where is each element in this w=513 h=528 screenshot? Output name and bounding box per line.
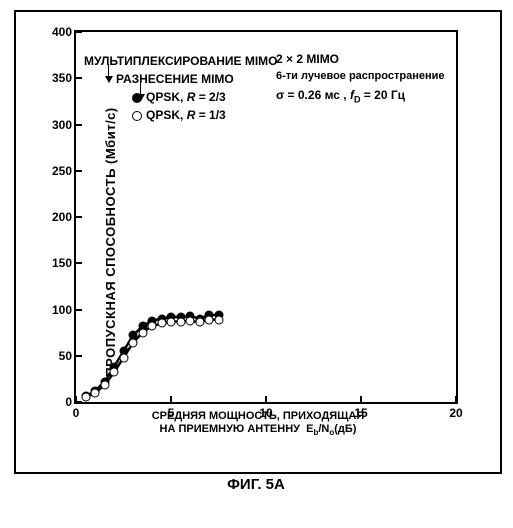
- data-point: [205, 315, 214, 324]
- annotation: РАЗНЕСЕНИЕ МІМО: [116, 72, 234, 86]
- open-circle-icon: [132, 111, 142, 121]
- figure-frame: ПРОПУСКНАЯ СПОСОБНОСТЬ (Мбит/с) 05010015…: [14, 10, 502, 474]
- y-tick-label: 100: [52, 303, 72, 317]
- data-point: [138, 328, 147, 337]
- data-point: [119, 353, 128, 362]
- y-tick-label: 0: [65, 395, 72, 409]
- arrow-down-icon: [140, 82, 141, 100]
- data-point: [186, 316, 195, 325]
- data-point: [157, 319, 166, 328]
- data-point: [81, 393, 90, 402]
- data-point: [214, 315, 223, 324]
- y-tick-label: 400: [52, 25, 72, 39]
- legend-entry: QPSK, R = 2/3: [132, 90, 226, 104]
- data-point: [91, 388, 100, 397]
- annotation: σ = 0.26 мс , fD = 20 Гц: [276, 88, 405, 104]
- y-tick-label: 250: [52, 164, 72, 178]
- legend-entry: QPSK, R = 1/3: [132, 108, 226, 122]
- annotation: МУЛЬТИПЛЕКСИРОВАНИЕ МІМО: [84, 54, 278, 68]
- plot-area: 05010015020025030035040005101520МУЛЬТИПЛ…: [74, 30, 458, 404]
- x-axis-label-line2: НА ПРИЕМНУЮ АНТЕННУ Eb/No(дБ): [16, 423, 500, 439]
- data-point: [148, 322, 157, 331]
- data-point: [176, 317, 185, 326]
- y-tick-label: 300: [52, 118, 72, 132]
- figure-caption: ФИГ. 5А: [14, 476, 498, 528]
- y-tick-label: 350: [52, 71, 72, 85]
- arrow-down-icon: [108, 64, 109, 82]
- data-point: [100, 381, 109, 390]
- legend-label: QPSK, R = 1/3: [146, 108, 226, 122]
- data-point: [129, 338, 138, 347]
- y-tick-label: 200: [52, 210, 72, 224]
- y-tick-label: 150: [52, 256, 72, 270]
- legend-label: QPSK, R = 2/3: [146, 90, 226, 104]
- data-point: [167, 317, 176, 326]
- data-point: [195, 318, 204, 327]
- y-tick-label: 50: [59, 349, 72, 363]
- x-axis-label: СРЕДНЯЯ МОЩНОСТЬ, ПРИХОДЯЩАЯ НА ПРИЕМНУЮ…: [16, 410, 500, 439]
- data-point: [110, 368, 119, 377]
- annotation: 2 × 2 МІМО: [276, 52, 339, 66]
- annotation: 6-ти лучевое распространение: [276, 70, 444, 82]
- x-axis-label-line1: СРЕДНЯЯ МОЩНОСТЬ, ПРИХОДЯЩАЯ: [16, 410, 500, 423]
